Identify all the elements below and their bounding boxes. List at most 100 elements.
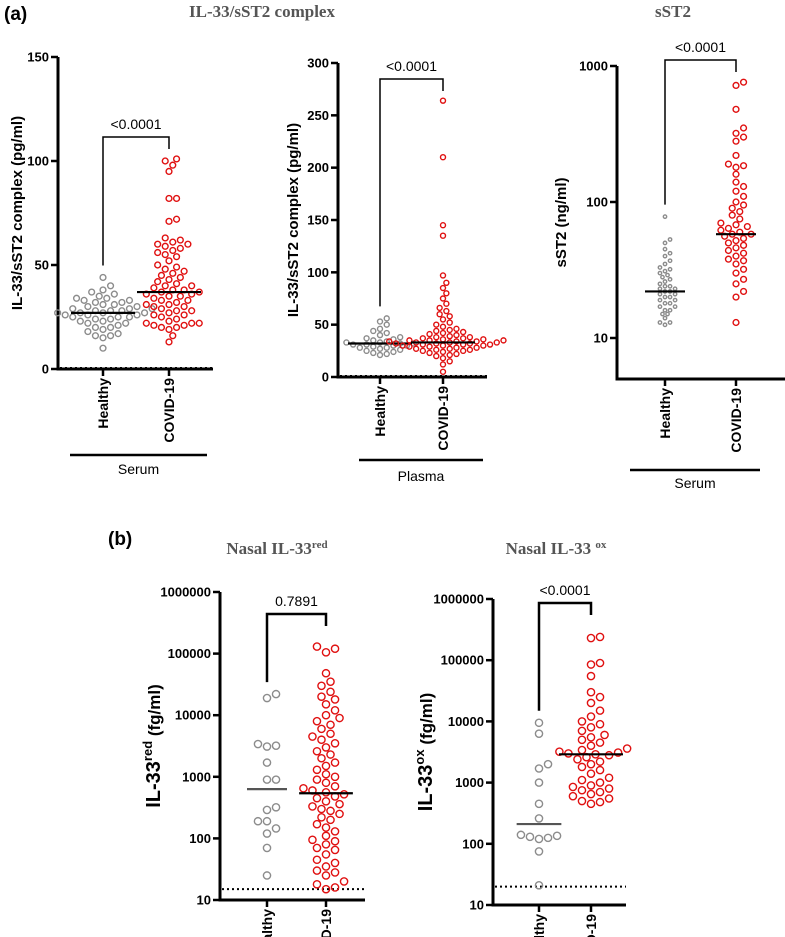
data-point (376, 325, 384, 333)
data-point (271, 824, 281, 833)
data-point (717, 226, 725, 234)
data-point (657, 304, 663, 310)
data-point (383, 350, 390, 358)
data-point (534, 764, 544, 773)
data-point (667, 294, 673, 300)
data-point (172, 215, 181, 223)
data-point (330, 772, 340, 782)
data-point (480, 336, 487, 343)
data-point (330, 644, 340, 654)
data-point (732, 260, 740, 268)
data-point (321, 823, 331, 832)
data-point (662, 315, 668, 321)
data-point (396, 334, 404, 341)
y-tick-label: 10 (197, 893, 211, 908)
y-tick-label: 0 (42, 362, 49, 377)
title-nasal-red-sup: red (312, 539, 328, 551)
data-point (363, 335, 370, 342)
data-point (453, 325, 460, 333)
data-point (534, 834, 544, 844)
y-tick-label: 100 (462, 836, 484, 851)
data-point (534, 799, 544, 809)
plot-1: 0 50 100 150 IL-33/sST2 complex (pg/ml) Healt… (9, 50, 213, 477)
data-point (376, 318, 384, 325)
data-point (433, 334, 440, 341)
category-label-healthy: Healthy (95, 378, 111, 429)
data-point (165, 167, 173, 176)
data-point (262, 829, 272, 838)
data-point (732, 198, 740, 206)
data-point (161, 234, 169, 242)
data-point (657, 286, 663, 292)
data-point (125, 313, 134, 321)
data-point (732, 318, 740, 327)
data-point (728, 211, 736, 219)
data-point (732, 137, 740, 145)
data-point (321, 700, 331, 709)
data-point (595, 706, 605, 715)
data-point (253, 739, 263, 749)
data-point (660, 311, 665, 317)
data-point (439, 354, 447, 362)
data-point (165, 325, 173, 334)
data-point (253, 816, 263, 826)
data-point (739, 241, 748, 249)
data-point (383, 315, 390, 322)
data-point (732, 81, 740, 90)
series-covid (386, 97, 507, 375)
data-point (466, 334, 474, 341)
data-point (586, 781, 596, 790)
data-point (99, 286, 107, 294)
data-point (657, 320, 663, 325)
data-point (61, 311, 69, 319)
data-point (157, 323, 166, 332)
data-point (433, 352, 440, 360)
data-point (662, 283, 668, 289)
data-point (335, 809, 344, 819)
series-healthy (657, 214, 678, 328)
data-point (390, 348, 397, 356)
data-point (739, 249, 748, 257)
data-point (184, 240, 192, 248)
data-point (439, 342, 447, 349)
data-point (172, 280, 181, 288)
data-point (473, 344, 480, 351)
data-point (439, 153, 447, 161)
data-point (600, 730, 609, 740)
data-point (739, 287, 748, 296)
data-point (433, 346, 440, 353)
data-point (84, 327, 92, 336)
p-value-label: 0.7891 (275, 593, 318, 609)
title-nasal-ox: Nasal IL-33 ox (506, 539, 607, 558)
data-point (180, 303, 188, 311)
data-point (446, 319, 453, 326)
data-point (363, 347, 370, 355)
data-point (330, 883, 340, 892)
data-point (732, 221, 740, 229)
data-point (586, 671, 596, 681)
data-point (739, 275, 748, 283)
data-point (672, 286, 678, 292)
data-point (99, 344, 107, 352)
data-point (586, 687, 596, 697)
data-point (543, 833, 553, 843)
data-point (412, 345, 420, 352)
data-point (399, 342, 406, 349)
data-point (439, 368, 447, 375)
data-point (406, 337, 413, 344)
data-point (586, 723, 596, 732)
data-point (165, 292, 173, 300)
data-point (165, 217, 173, 225)
category-label-covid: COVID-19 (435, 386, 451, 451)
data-point (604, 794, 614, 803)
data-point (657, 265, 663, 270)
data-point (662, 300, 668, 306)
data-point (426, 349, 433, 357)
data-point (577, 717, 587, 726)
data-point (114, 330, 122, 338)
plot-4: 10 100 1000 10000 100000 1000000 IL-33red (fg/… (140, 585, 365, 937)
data-point (446, 351, 453, 359)
title-complex: IL-33/sST2 complex (189, 2, 335, 21)
data-point (739, 192, 748, 200)
data-point (271, 689, 281, 699)
